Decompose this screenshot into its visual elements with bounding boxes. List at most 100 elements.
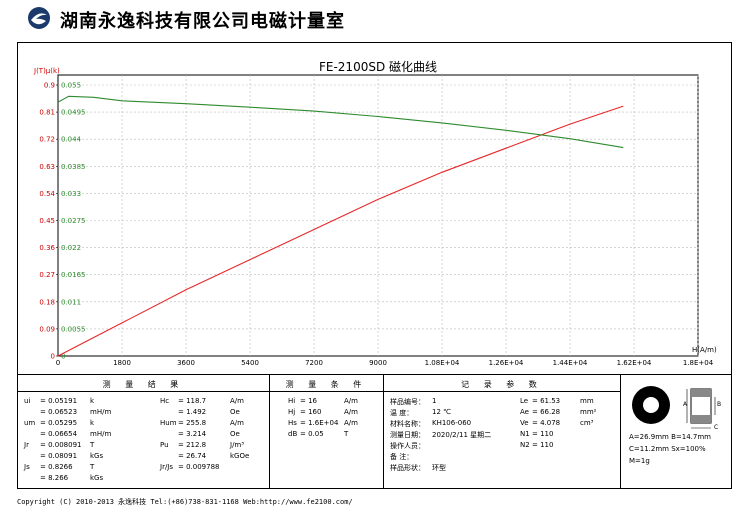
y-tick-label-right: 0.055 [61, 82, 81, 90]
y-tick-label-left: 0.36 [39, 244, 55, 252]
y-tick-label-left: 0.9 [44, 82, 55, 90]
y-tick-label-left: 0.81 [39, 109, 55, 117]
record-cell: 2020/2/11 星期二 [432, 431, 492, 439]
y-tick-label-left: 0.54 [39, 190, 55, 198]
y-tick-label-left: 0.63 [39, 163, 55, 171]
conditions-cell: = 0.05 [300, 430, 324, 438]
company-logo-icon [28, 7, 50, 29]
record-cell: mm² [580, 408, 597, 416]
x-tick-label: 3600 [177, 359, 195, 367]
record-cell: 测量日期： [390, 431, 425, 439]
results-cell: = 3.214 [178, 430, 207, 438]
shape-dimensions-2: C=11.2mm Sx=100% [629, 445, 706, 453]
record-section: 记 录 参 数 样品编号： 1 Le = 61.53 mm 温 度： 12 ℃ Ae = 66.… [384, 375, 621, 489]
conditions-cell: T [344, 430, 349, 438]
x-axis-label: H(A/m) [692, 346, 717, 354]
results-cell: T [90, 441, 95, 449]
results-cell: = 0.06523 [40, 408, 78, 416]
conditions-section: 测 量 条 件 Hi = 16 A/m Hj = 160 A/m Hs = 1.6E+04 A/… [270, 375, 384, 489]
record-cell: mm [580, 397, 594, 405]
y-tick-label-right: 0.0385 [61, 163, 86, 171]
record-cell: 材料名称： [390, 420, 425, 428]
results-section: 测 量 结 果 ui = 0.05191 k Hc = 118.7 A/m = 0.0652… [18, 375, 270, 489]
results-title: 测 量 结 果 [102, 380, 185, 389]
results-cell: A/m [230, 419, 244, 427]
record-cell: = 61.53 [532, 397, 561, 405]
x-tick-label: 1.8E+04 [683, 359, 714, 367]
conditions-cell: A/m [344, 408, 358, 416]
report-frame: FE-2100SD 磁化曲线 J(T)μ(k) H(A/m) 0 1800 3600 540… [17, 42, 732, 489]
results-cell: = 0.05191 [40, 397, 78, 405]
y-tick-label-right: 0.0055 [61, 325, 86, 333]
y-tick-label-left: 0 [51, 353, 55, 361]
record-cell: 环型 [432, 464, 446, 472]
conditions-cell: A/m [344, 397, 358, 405]
results-cell: = 212.8 [178, 441, 207, 449]
results-cell: = 8.266 [40, 474, 69, 482]
results-cell: um [24, 419, 36, 427]
conditions-cell: A/m [344, 419, 358, 427]
results-cell: Pu [160, 441, 169, 449]
results-cell: Jr [24, 441, 29, 449]
results-cell: T [90, 463, 95, 471]
x-tick-label: 0 [56, 359, 60, 367]
record-cell: N1 [520, 430, 530, 438]
x-tick-label: 7200 [305, 359, 323, 367]
y-axis-label: J(T)μ(k) [33, 67, 60, 75]
record-cell: = 66.28 [532, 408, 561, 416]
x-tick-label: 1.08E+04 [425, 359, 460, 367]
results-cell: A/m [230, 397, 244, 405]
record-cell: 温 度： [390, 409, 414, 417]
x-tick-label: 5400 [241, 359, 259, 367]
magnetization-chart: FE-2100SD 磁化曲线 J(T)μ(k) H(A/m) 0 1800 3600 540… [33, 59, 717, 367]
conditions-cell: dB [288, 430, 298, 438]
conditions-title: 测 量 条 件 [285, 380, 368, 389]
y-tick-label-left: 0.09 [39, 325, 55, 333]
y-tick-label-right: 0.0275 [61, 217, 86, 225]
x-tick-label: 1.44E+04 [553, 359, 588, 367]
header: 湖南永逸科技有限公司电磁计量室 [0, 0, 750, 40]
record-cell: Le [520, 397, 529, 405]
results-cell: = 1.492 [178, 408, 207, 416]
results-cell: Hum [160, 419, 177, 427]
record-cell: 样品形状： [390, 464, 425, 472]
x-tick-label: 9000 [369, 359, 387, 367]
results-cell: = 0.06654 [40, 430, 78, 438]
results-cell: mH/m [90, 430, 112, 438]
shape-mass: M=1g [629, 457, 650, 465]
shape-label-a: A [683, 401, 688, 408]
record-cell: = 110 [532, 430, 554, 438]
shape-label-b: B [717, 401, 722, 408]
y-tick-label-right: 0.022 [61, 244, 81, 252]
y-tick-label-right: 0.011 [61, 298, 81, 306]
x-tick-label: 1.26E+04 [489, 359, 524, 367]
shape-dimensions-1: A=26.9mm B=14.7mm [629, 433, 711, 441]
results-cell: = 255.8 [178, 419, 207, 427]
series-line-j [57, 105, 624, 357]
results-cell: k [90, 397, 95, 405]
y-tick-label-right: 0.0165 [61, 271, 86, 279]
record-cell: Ve [520, 419, 529, 427]
shape-section: A B C A=26.9mm B=14.7mm C=11.2mm Sx=100%… [621, 375, 731, 489]
y-tick-label-left: 0.18 [39, 298, 55, 306]
ring-sample-diagram [632, 386, 716, 429]
x-tick-label: 1800 [113, 359, 131, 367]
info-panel: 测 量 结 果 ui = 0.05191 k Hc = 118.7 A/m = 0.0652… [18, 374, 731, 489]
record-cell: cm³ [580, 419, 594, 427]
footer-copyright: Copyright (C) 2010-2013 永逸科技 Tel:(+86)73… [17, 498, 353, 506]
record-title: 记 录 参 数 [461, 380, 543, 389]
results-cell: kGs [90, 474, 104, 482]
y-tick-label-left: 0.45 [39, 217, 55, 225]
results-cell: = 0.08091 [40, 452, 78, 460]
y-tick-label-left: 0.72 [39, 136, 55, 144]
record-cell: KH106-060 [432, 419, 472, 427]
record-cell: 备 注： [390, 453, 414, 461]
record-cell: N2 [520, 441, 530, 449]
y-tick-label-right: 0.0495 [61, 109, 86, 117]
chart-title: FE-2100SD 磁化曲线 [319, 59, 437, 74]
conditions-cell: Hi [288, 397, 296, 405]
conditions-cell: = 16 [300, 397, 317, 405]
conditions-cell: Hs [288, 419, 297, 427]
results-cell: Js [24, 463, 30, 471]
x-tick-label: 1.62E+04 [617, 359, 652, 367]
